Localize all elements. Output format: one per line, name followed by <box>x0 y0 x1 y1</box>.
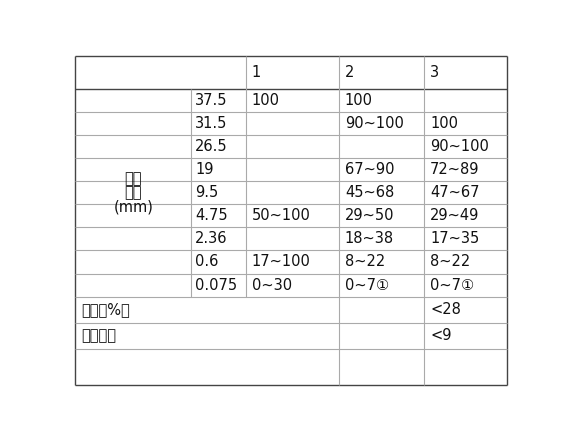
Text: (mm): (mm) <box>113 199 153 214</box>
Text: 45~68: 45~68 <box>345 185 394 200</box>
Text: 31.5: 31.5 <box>196 116 227 131</box>
Text: 筛孔: 筛孔 <box>124 171 142 186</box>
Text: 72~89: 72~89 <box>430 162 479 177</box>
Text: <28: <28 <box>430 302 461 317</box>
Text: 尺寸: 尺寸 <box>124 185 142 200</box>
Text: 29~50: 29~50 <box>345 208 394 223</box>
Text: 0~30: 0~30 <box>252 278 292 293</box>
Text: 90~100: 90~100 <box>345 116 404 131</box>
Text: 100: 100 <box>252 93 280 108</box>
Text: 90~100: 90~100 <box>430 139 489 154</box>
Text: 液限（%）: 液限（%） <box>82 302 130 317</box>
Text: <9: <9 <box>430 328 451 343</box>
Text: 17~100: 17~100 <box>252 254 311 269</box>
Text: 100: 100 <box>430 116 458 131</box>
Text: 2: 2 <box>345 65 354 80</box>
Text: 2.36: 2.36 <box>196 231 228 247</box>
Text: 1: 1 <box>252 65 261 80</box>
Text: 18~38: 18~38 <box>345 231 394 247</box>
Text: 0.6: 0.6 <box>196 254 219 269</box>
Text: 9.5: 9.5 <box>196 185 218 200</box>
Text: 0~7①: 0~7① <box>345 278 389 293</box>
Text: 67~90: 67~90 <box>345 162 394 177</box>
Text: 3: 3 <box>430 65 439 80</box>
Text: 29~49: 29~49 <box>430 208 479 223</box>
Text: 26.5: 26.5 <box>196 139 228 154</box>
Text: 0~7①: 0~7① <box>430 278 474 293</box>
Text: 47~67: 47~67 <box>430 185 479 200</box>
Text: 塑性指数: 塑性指数 <box>82 328 116 343</box>
Text: 100: 100 <box>345 93 373 108</box>
Text: 4.75: 4.75 <box>196 208 228 223</box>
Text: 8~22: 8~22 <box>345 254 385 269</box>
Text: 8~22: 8~22 <box>430 254 470 269</box>
Text: 50~100: 50~100 <box>252 208 311 223</box>
Text: 17~35: 17~35 <box>430 231 479 247</box>
Text: 19: 19 <box>196 162 214 177</box>
Text: 0.075: 0.075 <box>196 278 237 293</box>
Text: 37.5: 37.5 <box>196 93 228 108</box>
